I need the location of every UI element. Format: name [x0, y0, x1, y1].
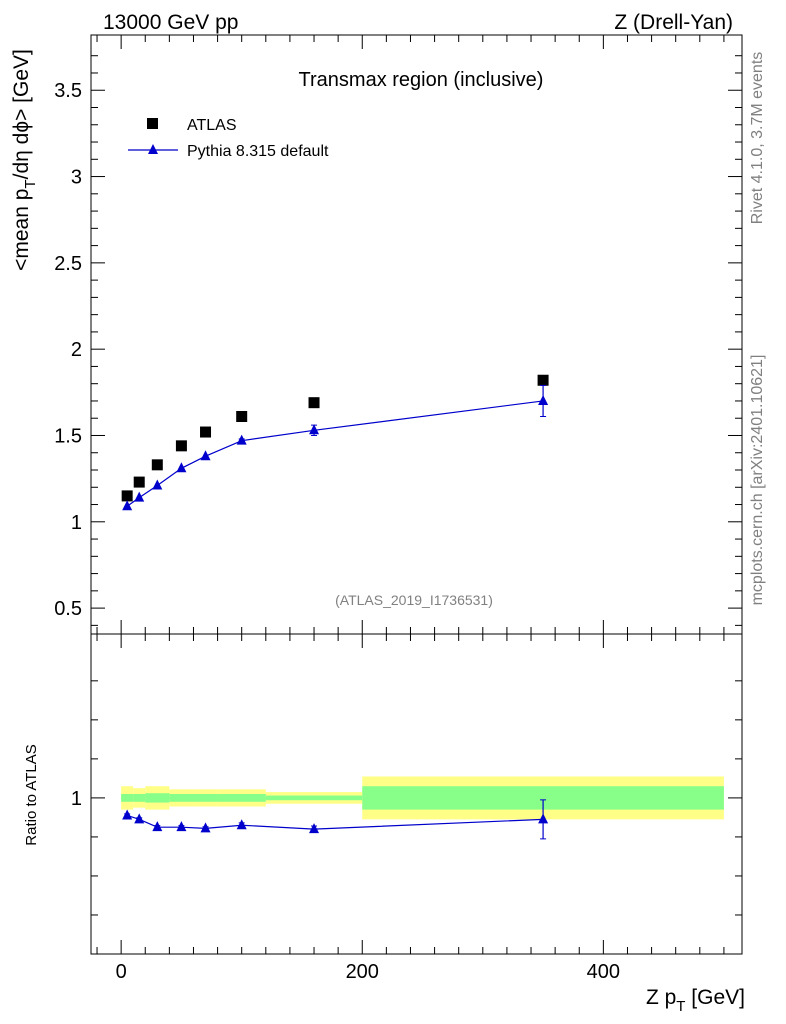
legend-atlas-label: ATLAS — [187, 117, 237, 134]
legend-pythia-marker — [148, 144, 158, 154]
ratio-band-inner — [145, 793, 170, 803]
main-ytick-label: 3.5 — [54, 80, 82, 102]
pythia-point — [152, 479, 163, 490]
mcplots-label: mcplots.cern.ch [arXiv:2401.10621] — [749, 355, 766, 606]
ratio-band-inner — [362, 786, 724, 810]
ratio-pythia-point — [122, 809, 133, 820]
main-ytick-label: 0.5 — [54, 598, 82, 620]
pythia-point — [538, 394, 549, 405]
pythia-point — [134, 491, 145, 502]
ratio-xtick-label: 200 — [346, 961, 379, 983]
atlas-point — [236, 410, 248, 422]
ratio-pythia-point — [176, 821, 187, 832]
pythia-point — [309, 424, 320, 435]
legend: ATLAS Pythia 8.315 default — [128, 117, 329, 160]
ratio-band-inner — [193, 794, 218, 802]
ratio-xtick-label: 0 — [116, 961, 127, 983]
process-label: Z (Drell-Yan) — [614, 11, 733, 34]
xlabel: Z pT [GeV] — [646, 986, 745, 1015]
ratio-band-inner — [121, 794, 134, 802]
pythia-line — [126, 400, 544, 507]
rivet-label: Rivet 4.1.0, 3.7M events — [749, 52, 766, 225]
ratio-pythia-point — [538, 813, 549, 824]
legend-pythia-label: Pythia 8.315 default — [187, 143, 329, 160]
ratio-pythia-point — [152, 821, 163, 832]
ratio-band-inner — [217, 794, 266, 802]
pythia-point — [236, 434, 247, 445]
legend-atlas-marker — [147, 118, 158, 129]
ratio-pythia-point — [236, 819, 247, 830]
ratio-ylabel: Ratio to ATLAS — [23, 744, 40, 845]
ratio-pythia-point — [134, 813, 145, 824]
ratio-ytick-label: 1 — [71, 788, 82, 810]
ratio-xtick-label: 400 — [587, 961, 620, 983]
main-ytick-label: 3 — [71, 167, 82, 189]
energy-label: 13000 GeV pp — [103, 11, 238, 34]
atlas-point — [537, 374, 549, 386]
analysis-label: (ATLAS_2019_I1736531) — [335, 592, 493, 608]
pythia-point — [122, 500, 133, 511]
atlas-point — [175, 440, 187, 452]
pythia-point — [176, 462, 187, 473]
atlas-point — [133, 476, 145, 488]
main-ytick-label: 1 — [71, 512, 82, 534]
ratio-frame — [90, 633, 743, 955]
atlas-point — [121, 490, 133, 502]
ratio-panel: 1 0 200 400 Ratio to ATLAS Z pT [GeV] — [23, 633, 745, 1015]
atlas-point — [200, 426, 212, 438]
ratio-band-inner — [169, 794, 194, 802]
main-panel: 0.5 1 1.5 2 2.5 3 3.5 Transmax region (inclusi… — [10, 34, 743, 635]
main-ytick-label: 2.5 — [54, 253, 82, 275]
ratio-band-inner — [133, 794, 146, 802]
main-ytick-label: 1.5 — [54, 425, 82, 447]
ratio-pythia-point — [200, 822, 211, 833]
plot-title: Transmax region (inclusive) — [299, 69, 544, 91]
atlas-point — [151, 459, 163, 471]
ratio-band-inner — [265, 795, 363, 801]
ratio-pythia-point — [309, 823, 320, 834]
pythia-point — [200, 450, 211, 461]
main-ylabel: <mean pT/dη dϕ> [GeV] — [10, 49, 39, 271]
main-ytick-label: 2 — [71, 339, 82, 361]
atlas-point — [308, 397, 320, 409]
